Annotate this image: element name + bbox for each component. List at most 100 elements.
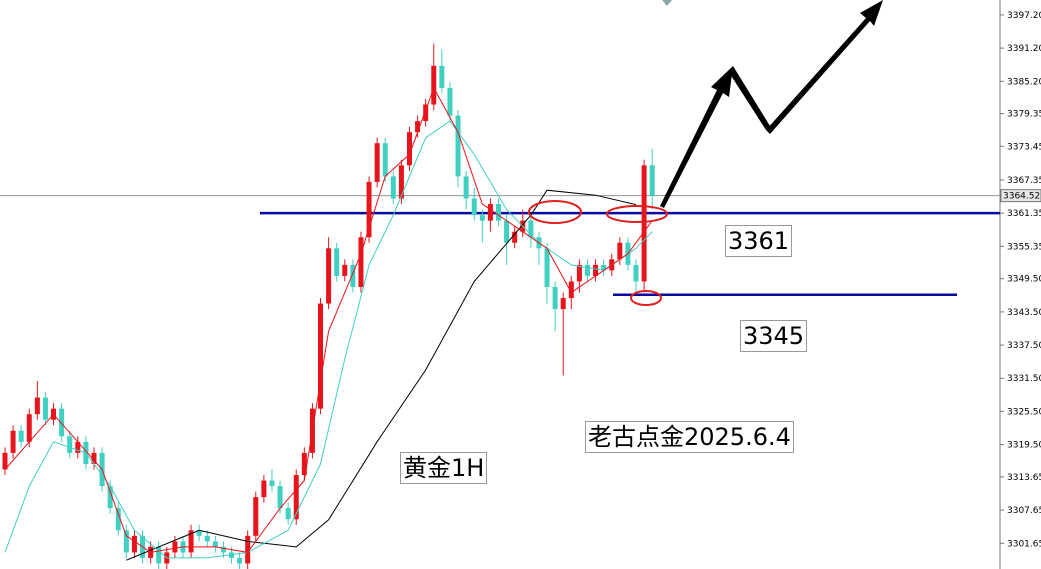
candle-body	[552, 286, 558, 310]
arrow	[730, 66, 770, 130]
moving-average	[4, 86, 653, 553]
candle-body	[75, 441, 81, 453]
candle-body	[269, 480, 275, 487]
candle-body	[237, 557, 243, 564]
candle-body	[253, 497, 259, 536]
y-tick-label: 3325.50	[1007, 407, 1041, 417]
candle-body	[67, 436, 73, 453]
moving-average	[4, 120, 653, 559]
y-tick-label: 3397.20	[1007, 11, 1041, 21]
candle-body	[26, 414, 32, 442]
circle	[528, 200, 582, 224]
candle-body	[479, 215, 485, 221]
candle-body	[633, 264, 639, 282]
candle-body	[123, 530, 129, 553]
y-tick-label: 3373.45	[1007, 142, 1041, 152]
y-tick-label: 3301.65	[1007, 539, 1041, 549]
candle-body	[593, 264, 599, 276]
candle-body	[358, 237, 364, 287]
candle-body	[617, 242, 623, 260]
annotation: 老古点金2025.6.4	[585, 421, 794, 453]
candle-body	[471, 198, 477, 216]
candle-body	[172, 541, 178, 553]
candle-body	[495, 204, 501, 221]
candle-body	[59, 408, 65, 437]
y-tick-label: 3331.50	[1007, 374, 1041, 384]
candle-body	[107, 486, 113, 509]
candle-body	[188, 530, 194, 553]
arrows	[660, 0, 883, 208]
candle-body	[204, 535, 210, 542]
annotation: 黄金1H	[400, 452, 488, 484]
arrow	[660, 66, 733, 208]
plot	[0, 43, 1000, 569]
candle-body	[455, 115, 461, 177]
candle-body	[301, 452, 307, 475]
y-tick-label: 3343.50	[1007, 308, 1041, 318]
y-tick-label: 3391.20	[1007, 44, 1041, 54]
candle-body	[544, 248, 550, 287]
candle-body	[196, 530, 202, 536]
candle-body	[285, 508, 291, 520]
candle-body	[382, 143, 388, 177]
y-tick-label: 3385.20	[1007, 77, 1041, 87]
candle-body	[398, 165, 404, 199]
candle-body	[366, 181, 372, 238]
candle-body	[245, 535, 251, 564]
candle-body	[423, 104, 429, 122]
candle-body	[560, 298, 566, 310]
circle	[606, 205, 668, 223]
candle-body	[504, 220, 510, 243]
y-tick-label: 3319.50	[1007, 441, 1041, 451]
candle-body	[463, 176, 469, 199]
candle-body	[18, 430, 24, 442]
price-label: 3364.52	[1003, 192, 1040, 202]
y-tick-label: 3313.65	[1007, 473, 1041, 483]
candle-body	[374, 143, 380, 182]
y-tick-label: 3355.35	[1007, 242, 1041, 252]
candle-body	[415, 121, 421, 133]
candle-body	[326, 248, 332, 304]
markup	[528, 200, 668, 306]
candle-body	[10, 430, 16, 453]
candle-body	[277, 486, 283, 509]
candle-body	[229, 552, 235, 558]
annotation: 3345	[740, 320, 808, 352]
circle	[630, 290, 662, 306]
y-tick-label: 3337.50	[1007, 341, 1041, 351]
moving-average	[126, 189, 637, 561]
candle-body	[318, 303, 324, 409]
y-tick-label: 3379.35	[1007, 110, 1041, 120]
candle-body	[261, 480, 267, 498]
y-tick-label: 3361.35	[1007, 209, 1041, 219]
candle-body	[584, 264, 590, 276]
candle-body	[334, 248, 340, 276]
candle-body	[390, 176, 396, 199]
y-tick-label: 3367.35	[1007, 176, 1041, 186]
candle-body	[447, 87, 453, 116]
price-box	[1000, 189, 1041, 203]
candle-body	[649, 165, 655, 196]
y-tick-label: 3349.50	[1007, 275, 1041, 285]
annotation: 3361	[725, 225, 793, 257]
y-tick-label: 3307.65	[1007, 506, 1041, 516]
candle-body	[91, 452, 97, 464]
candle-body	[641, 165, 647, 282]
candle-body	[131, 535, 137, 553]
candle-body	[220, 546, 226, 553]
candle-body	[439, 65, 445, 88]
candle-body	[2, 452, 8, 470]
candle-body	[487, 204, 493, 221]
candle-body	[212, 541, 218, 547]
candle-body	[512, 231, 518, 243]
candle-body	[431, 65, 437, 105]
candle-body	[342, 264, 348, 276]
candle-body	[34, 397, 40, 415]
candle-body	[156, 546, 162, 564]
candle-body	[528, 220, 534, 238]
scroll-marker	[662, 0, 672, 6]
candle-body	[293, 474, 299, 520]
candle-body	[576, 264, 582, 282]
